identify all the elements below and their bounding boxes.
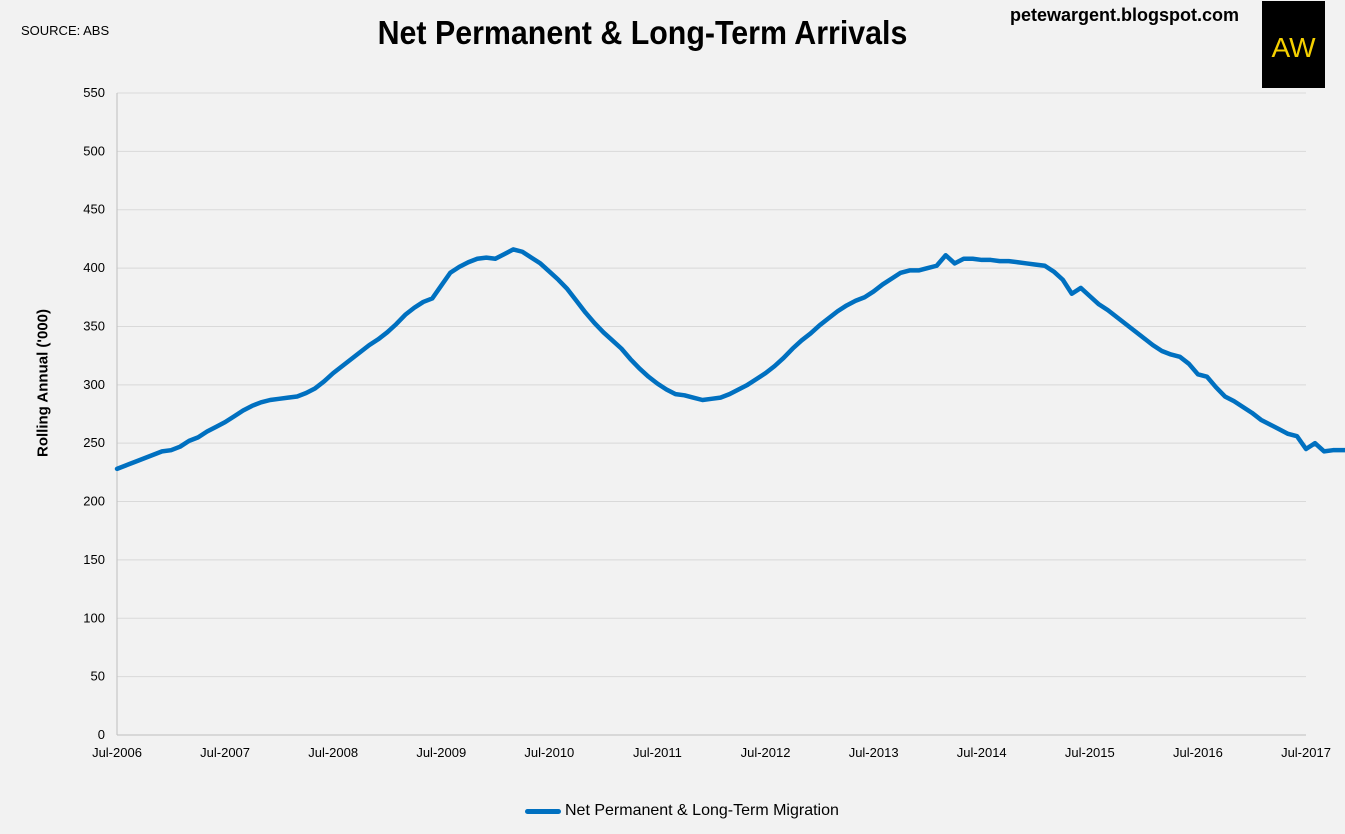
y-tick-label: 300 <box>83 377 105 392</box>
aw-logo-text: AW <box>1271 32 1316 63</box>
x-tick-label: Jul-2011 <box>633 745 682 760</box>
x-tick-label: Jul-2009 <box>416 745 466 760</box>
site-url: petewargent.blogspot.com <box>1010 5 1240 25</box>
aw-logo-icon: AW <box>1271 32 1316 63</box>
y-tick-label: 350 <box>83 318 105 333</box>
series-lines <box>114 247 1345 472</box>
x-tick-label: Jul-2017 <box>1281 745 1331 760</box>
x-tick-label: Jul-2010 <box>524 745 574 760</box>
x-tick-label: Jul-2012 <box>741 745 791 760</box>
aw-logo: AW <box>1262 1 1325 88</box>
y-tick-label: 150 <box>83 552 105 567</box>
chart-title: Net Permanent & Long-Term Arrivals <box>377 14 908 51</box>
y-tick-label: 0 <box>98 727 105 742</box>
y-tick-label: 550 <box>83 85 105 100</box>
series-line-net-migration <box>114 247 1345 472</box>
y-tick-label: 450 <box>83 202 105 217</box>
y-tick-label: 500 <box>83 143 105 158</box>
y-tick-labels: 0 50 100 150 200 250 300 350 400 450 500 550 <box>83 85 105 742</box>
legend: Net Permanent & Long-Term Migration <box>525 802 839 820</box>
x-tick-label: Jul-2007 <box>200 745 250 760</box>
x-tick-label: Jul-2016 <box>1173 745 1223 760</box>
legend-swatch <box>525 808 561 814</box>
x-tick-labels: Jul-2006 Jul-2007 Jul-2008 Jul-2009 Jul-2010… <box>92 745 1331 760</box>
legend-label: Net Permanent & Long-Term Migration <box>565 802 839 819</box>
x-tick-label: Jul-2015 <box>1065 745 1115 760</box>
x-tick-label: Jul-2013 <box>849 745 899 760</box>
y-tick-label: 100 <box>83 610 105 625</box>
y-tick-label: 50 <box>91 669 105 684</box>
y-tick-label: 400 <box>83 260 105 275</box>
source-note: SOURCE: ABS <box>21 23 110 38</box>
x-tick-label: Jul-2014 <box>957 745 1007 760</box>
grid-lines <box>117 92 1306 678</box>
x-tick-label: Jul-2008 <box>308 745 358 760</box>
y-tick-label: 250 <box>83 435 105 450</box>
x-tick-label: Jul-2006 <box>92 745 142 760</box>
y-tick-label: 200 <box>83 494 105 509</box>
axes <box>116 93 1306 736</box>
